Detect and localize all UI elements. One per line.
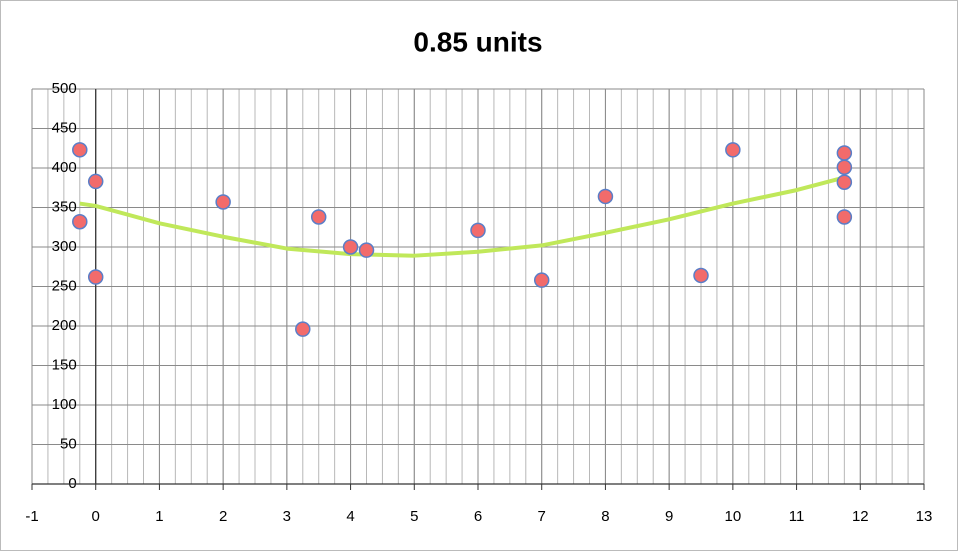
x-tick-label: 4 (346, 508, 354, 525)
scatter-point (72, 142, 88, 158)
scatter-point (836, 159, 853, 175)
scatter-point (836, 209, 853, 225)
y-tick-label: 300 (52, 238, 77, 255)
scatter-point (295, 321, 311, 337)
scatter-point (72, 213, 88, 230)
x-tick-label: 13 (916, 508, 933, 525)
scatter-point (87, 269, 104, 285)
scatter-point (725, 142, 741, 158)
scatter-point (342, 239, 359, 255)
scatter-point (836, 145, 853, 161)
scatter-point (310, 209, 327, 225)
scatter-point (693, 267, 709, 284)
x-tick-label: 5 (410, 508, 418, 525)
y-tick-label: 400 (52, 159, 77, 176)
trend-line (79, 175, 845, 258)
scatter-point (597, 188, 614, 205)
scatter-point (215, 194, 231, 210)
chart-title: 0.85 units (413, 26, 542, 57)
scatter-point (470, 222, 486, 239)
y-tick-label: 450 (52, 119, 77, 136)
y-tick-label: 500 (52, 80, 77, 97)
x-tick-label: 12 (852, 508, 869, 525)
scatter-point (836, 174, 853, 190)
y-tick-label: 100 (52, 396, 77, 413)
x-tick-label: 3 (283, 508, 291, 525)
x-tick-label: 7 (538, 508, 546, 525)
y-tick-label: 250 (52, 277, 77, 294)
x-tick-label: 0 (92, 508, 100, 525)
x-tick-label: 1 (155, 508, 163, 525)
y-tick-label: 350 (52, 198, 77, 215)
x-tick-label: 6 (474, 508, 482, 525)
x-tick-label: 8 (601, 508, 609, 525)
x-tick-label: 10 (725, 508, 742, 525)
y-tick-label: 200 (52, 317, 77, 334)
scatter-point (533, 272, 550, 288)
y-tick-label: 50 (60, 435, 77, 452)
x-tick-label: 2 (219, 508, 227, 525)
scatter-point (358, 242, 375, 258)
x-tick-label: 9 (665, 508, 673, 525)
y-tick-label: 150 (52, 356, 77, 373)
x-tick-label: 11 (789, 508, 805, 525)
scatter-point (87, 173, 104, 190)
x-tick-label: -1 (25, 508, 38, 525)
